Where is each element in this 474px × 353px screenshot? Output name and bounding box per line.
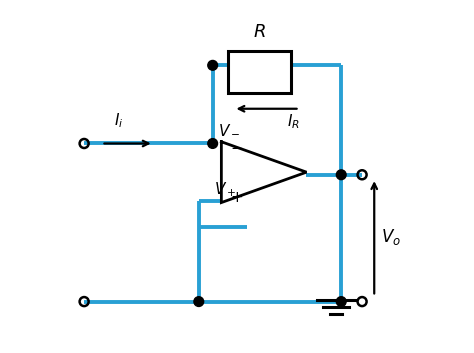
Text: $I_R$: $I_R$	[287, 112, 300, 131]
Text: $R$: $R$	[253, 23, 266, 41]
Text: $V_+$: $V_+$	[214, 180, 237, 199]
Bar	[228, 52, 291, 93]
Text: $V_-$: $V_-$	[218, 121, 240, 137]
Circle shape	[208, 139, 218, 148]
Circle shape	[337, 297, 346, 306]
Text: $+$: $+$	[230, 190, 243, 205]
Circle shape	[194, 297, 204, 306]
Circle shape	[208, 60, 218, 70]
Text: $-$: $-$	[230, 139, 243, 155]
Text: $I_i$: $I_i$	[114, 111, 123, 130]
Text: $V_o$: $V_o$	[381, 227, 401, 247]
Polygon shape	[221, 142, 307, 203]
Circle shape	[337, 170, 346, 180]
